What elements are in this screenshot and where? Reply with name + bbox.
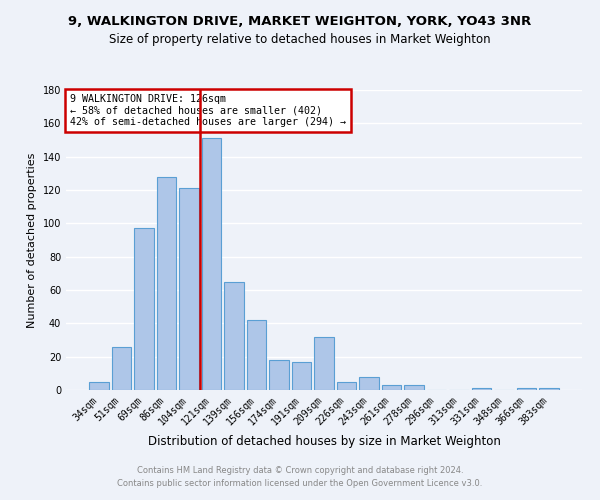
- Bar: [314, 336, 334, 390]
- Bar: [202, 138, 221, 390]
- Text: Size of property relative to detached houses in Market Weighton: Size of property relative to detached ho…: [109, 32, 491, 46]
- Bar: [382, 385, 401, 390]
- X-axis label: Distribution of detached houses by size in Market Weighton: Distribution of detached houses by size …: [148, 435, 500, 448]
- Bar: [359, 376, 379, 390]
- Bar: [157, 176, 176, 390]
- Bar: [472, 388, 491, 390]
- Bar: [269, 360, 289, 390]
- Bar: [247, 320, 266, 390]
- Bar: [517, 388, 536, 390]
- Y-axis label: Number of detached properties: Number of detached properties: [27, 152, 37, 328]
- Bar: [179, 188, 199, 390]
- Bar: [292, 362, 311, 390]
- Bar: [404, 385, 424, 390]
- Bar: [224, 282, 244, 390]
- Text: Contains HM Land Registry data © Crown copyright and database right 2024.
Contai: Contains HM Land Registry data © Crown c…: [118, 466, 482, 487]
- Bar: [89, 382, 109, 390]
- Bar: [337, 382, 356, 390]
- Text: 9 WALKINGTON DRIVE: 126sqm
← 58% of detached houses are smaller (402)
42% of sem: 9 WALKINGTON DRIVE: 126sqm ← 58% of deta…: [70, 94, 346, 128]
- Bar: [134, 228, 154, 390]
- Bar: [112, 346, 131, 390]
- Bar: [539, 388, 559, 390]
- Text: 9, WALKINGTON DRIVE, MARKET WEIGHTON, YORK, YO43 3NR: 9, WALKINGTON DRIVE, MARKET WEIGHTON, YO…: [68, 15, 532, 28]
